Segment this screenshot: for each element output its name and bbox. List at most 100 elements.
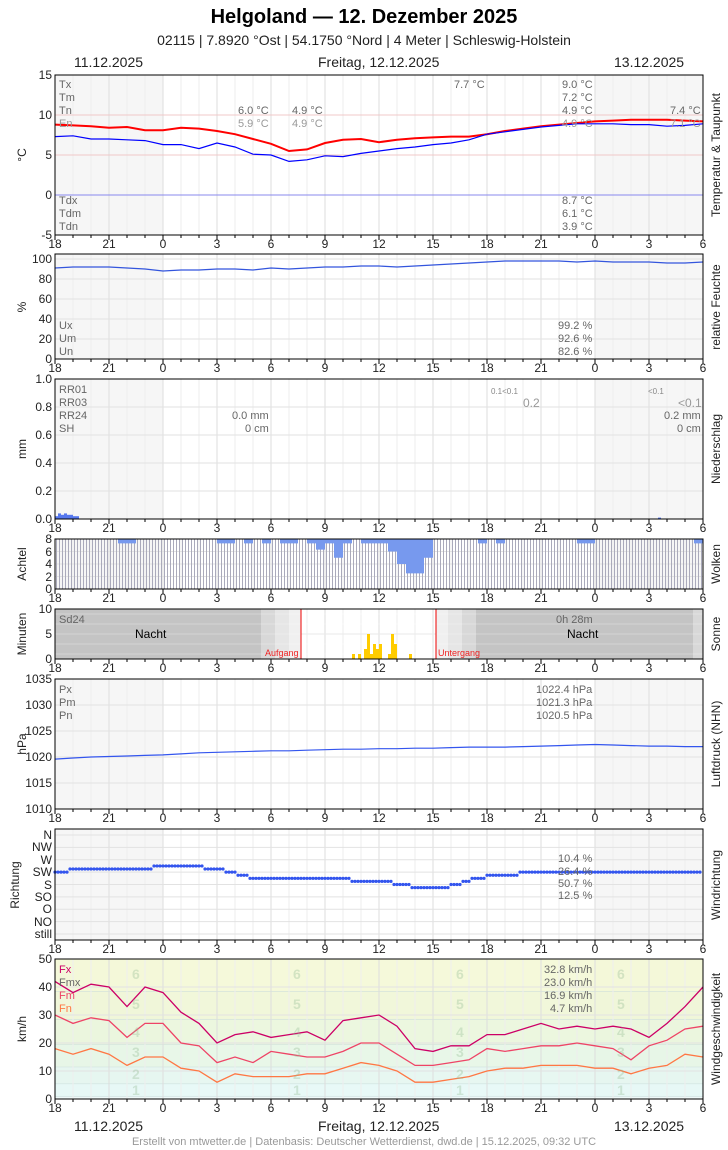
sunshine-bar bbox=[388, 654, 391, 659]
wind-direction-dot bbox=[545, 870, 549, 874]
x-tick-label: 0 bbox=[591, 1101, 599, 1115]
wind-direction-dot bbox=[569, 870, 573, 874]
stat: 99.2 % bbox=[558, 320, 593, 332]
wind-direction-dot bbox=[647, 870, 651, 874]
clear-sky-bar bbox=[478, 539, 487, 544]
wind-direction-dot bbox=[641, 870, 645, 874]
clear-sky-bar bbox=[694, 539, 703, 544]
wind-direction-dot bbox=[344, 876, 348, 880]
x-tick-label: 0 bbox=[159, 361, 167, 375]
y-tick-label: 20 bbox=[38, 1036, 52, 1050]
beaufort-label: 3 bbox=[617, 1044, 625, 1060]
sunshine-bar bbox=[379, 644, 382, 659]
wind-direction-dot bbox=[428, 885, 432, 890]
beaufort-label: 1 bbox=[456, 1082, 464, 1098]
wind-direction-dot bbox=[650, 870, 654, 874]
wind-direction-dot bbox=[563, 870, 567, 874]
wind-direction-dot bbox=[683, 870, 687, 874]
stat: 82.6 % bbox=[558, 346, 593, 358]
wind-direction-dot bbox=[266, 876, 270, 880]
y-tick-label: 0 bbox=[45, 352, 52, 366]
x-tick-label: 21 bbox=[534, 237, 548, 251]
y-tick-label: 1030 bbox=[25, 698, 52, 712]
clear-sky-bar bbox=[307, 539, 316, 544]
wind-direction-dot bbox=[134, 867, 138, 871]
sunrise-label: Aufgang bbox=[265, 648, 299, 658]
wind-direction-dot bbox=[419, 885, 423, 890]
wind-direction-dot bbox=[644, 870, 648, 874]
wind-direction-dot bbox=[92, 867, 96, 871]
y-tick-label: 1020 bbox=[25, 750, 52, 764]
wind-direction-dot bbox=[242, 873, 246, 877]
plot-frame bbox=[54, 678, 704, 810]
wind-direction-dot bbox=[299, 876, 303, 880]
wind-direction-dot bbox=[119, 867, 123, 871]
sunshine-bar bbox=[358, 654, 361, 659]
clear-sky-bar bbox=[586, 539, 595, 544]
x-tick-label: 18 bbox=[480, 361, 494, 375]
wind-direction-dot bbox=[320, 876, 324, 880]
beaufort-label: 3 bbox=[293, 1044, 301, 1060]
wind-direction-dot bbox=[437, 885, 441, 890]
x-tick-label: 0 bbox=[159, 811, 167, 825]
twilight-shade bbox=[462, 609, 476, 659]
date-center-bottom: Freitag, 12.12.2025 bbox=[318, 1118, 440, 1134]
wind-direction-dot bbox=[401, 882, 405, 887]
wind-direction-dot bbox=[611, 870, 615, 874]
wind-direction-dot bbox=[260, 876, 264, 880]
wind-direction-dot bbox=[71, 867, 75, 871]
wind-direction-dot bbox=[248, 876, 252, 880]
wind-direction-dot bbox=[329, 876, 333, 880]
wind-direction-dot bbox=[158, 864, 162, 868]
y-tick-label: 10 bbox=[38, 602, 52, 616]
wind-direction-dot bbox=[602, 870, 606, 874]
x-tick-label: 6 bbox=[699, 811, 707, 825]
x-tick-label: 12 bbox=[372, 591, 386, 605]
wind-direction-dot bbox=[149, 867, 153, 871]
clear-sky-bar bbox=[280, 539, 289, 544]
beaufort-label: 3 bbox=[132, 1044, 140, 1060]
wind-direction-dot bbox=[239, 873, 243, 877]
wind-direction-dot bbox=[206, 867, 210, 871]
wind-direction-dot bbox=[665, 870, 669, 874]
wind-direction-dot bbox=[233, 870, 237, 874]
clear-sky-bar bbox=[577, 539, 586, 544]
x-tick-label: 18 bbox=[48, 1101, 62, 1115]
wind-direction-dot bbox=[176, 864, 180, 868]
x-tick-label: 18 bbox=[48, 942, 62, 956]
wind-direction-dot bbox=[698, 870, 702, 874]
wind-direction-dot bbox=[245, 873, 249, 877]
stat: 0.1<0.1 bbox=[491, 387, 518, 396]
x-tick-label: 18 bbox=[480, 661, 494, 675]
legend-sh: SH bbox=[59, 423, 75, 435]
wind-direction-dot bbox=[638, 870, 642, 874]
x-tick-label: 3 bbox=[645, 361, 653, 375]
wind-direction-dot bbox=[530, 870, 534, 874]
wind-direction-dot bbox=[74, 867, 78, 871]
wind-direction-dot bbox=[293, 876, 297, 880]
beaufort-label: 4 bbox=[456, 1024, 464, 1040]
precip-bar bbox=[58, 513, 61, 519]
wind-direction-dot bbox=[95, 867, 99, 871]
wind-direction-dot bbox=[425, 885, 429, 890]
clear-sky-bar bbox=[244, 539, 253, 544]
wind-direction-dot bbox=[449, 882, 453, 887]
wind-direction-dot bbox=[617, 870, 621, 874]
wind-direction-dot bbox=[302, 876, 306, 880]
wind-direction-dot bbox=[614, 870, 618, 874]
stat: 8.7 °C bbox=[562, 195, 593, 207]
stat: 32.8 km/h bbox=[544, 964, 593, 976]
legend-pn: Pn bbox=[59, 710, 73, 722]
x-tick-label: 3 bbox=[645, 811, 653, 825]
stat: 0.2 bbox=[523, 396, 540, 410]
wind-direction-dot bbox=[380, 879, 384, 884]
x-tick-label: 6 bbox=[699, 942, 707, 956]
legend-px: Px bbox=[59, 684, 72, 696]
wind-direction-dot bbox=[578, 870, 582, 874]
wind-direction-dot bbox=[353, 879, 357, 884]
x-tick-label: 0 bbox=[591, 237, 599, 251]
clear-sky-bar bbox=[424, 539, 433, 558]
wind-direction-dot bbox=[473, 876, 477, 880]
beaufort-label: 6 bbox=[456, 966, 464, 982]
night-label: Nacht bbox=[567, 627, 599, 641]
